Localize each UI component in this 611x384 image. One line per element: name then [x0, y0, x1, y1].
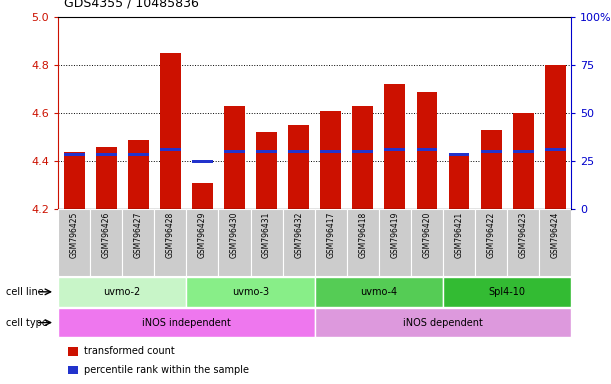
Bar — [320, 111, 341, 209]
Bar — [64, 153, 84, 156]
Text: GSM796426: GSM796426 — [101, 211, 111, 258]
Text: GSM796420: GSM796420 — [422, 211, 431, 258]
Bar — [128, 153, 148, 156]
Text: uvmo-4: uvmo-4 — [360, 287, 397, 297]
Bar — [128, 140, 148, 209]
Bar — [315, 209, 347, 276]
Bar — [58, 277, 186, 306]
Text: GSM796417: GSM796417 — [326, 211, 335, 258]
Bar — [353, 106, 373, 209]
Bar — [68, 347, 78, 356]
Bar — [443, 209, 475, 276]
Text: GSM796432: GSM796432 — [294, 211, 303, 258]
Text: iNOS dependent: iNOS dependent — [403, 318, 483, 328]
Bar — [58, 308, 315, 337]
Bar — [224, 150, 245, 153]
Bar — [58, 209, 90, 276]
Text: iNOS independent: iNOS independent — [142, 318, 231, 328]
Bar — [417, 92, 437, 209]
Bar — [379, 209, 411, 276]
Bar — [347, 209, 379, 276]
Bar — [283, 209, 315, 276]
Bar — [256, 150, 277, 153]
Bar — [192, 160, 213, 163]
Bar — [315, 308, 571, 337]
Text: percentile rank within the sample: percentile rank within the sample — [84, 365, 249, 375]
Text: GSM796425: GSM796425 — [70, 211, 79, 258]
Text: GSM796419: GSM796419 — [390, 211, 400, 258]
Text: GSM796429: GSM796429 — [198, 211, 207, 258]
Text: GSM796421: GSM796421 — [455, 211, 464, 258]
Bar — [288, 125, 309, 209]
Text: uvmo-3: uvmo-3 — [232, 287, 269, 297]
Bar — [448, 153, 469, 156]
Bar — [545, 148, 566, 151]
Text: GSM796431: GSM796431 — [262, 211, 271, 258]
Bar — [481, 150, 502, 153]
Bar — [186, 209, 219, 276]
Bar — [443, 277, 571, 306]
Text: cell type: cell type — [6, 318, 48, 328]
Text: GSM796428: GSM796428 — [166, 211, 175, 258]
Text: transformed count: transformed count — [84, 346, 175, 356]
Bar — [513, 150, 533, 153]
Text: GSM796418: GSM796418 — [358, 211, 367, 258]
Bar — [411, 209, 443, 276]
Bar — [481, 130, 502, 209]
Bar — [417, 148, 437, 151]
Bar — [122, 209, 155, 276]
Bar — [320, 150, 341, 153]
Bar — [186, 277, 315, 306]
Bar — [256, 132, 277, 209]
Bar — [513, 113, 533, 209]
Bar — [68, 366, 78, 374]
Text: GSM796430: GSM796430 — [230, 211, 239, 258]
Text: GDS4355 / 10485836: GDS4355 / 10485836 — [64, 0, 199, 10]
Bar — [90, 209, 122, 276]
Bar — [545, 65, 566, 209]
Text: GSM796423: GSM796423 — [519, 211, 528, 258]
Bar — [448, 154, 469, 209]
Text: cell line: cell line — [6, 287, 44, 297]
Text: uvmo-2: uvmo-2 — [104, 287, 141, 297]
Bar — [507, 209, 540, 276]
Bar — [192, 183, 213, 209]
Bar — [288, 150, 309, 153]
Text: GSM796424: GSM796424 — [551, 211, 560, 258]
Bar — [155, 209, 186, 276]
Bar — [475, 209, 507, 276]
Bar — [224, 106, 245, 209]
Text: GSM796427: GSM796427 — [134, 211, 143, 258]
Bar — [160, 53, 181, 209]
Text: GSM796422: GSM796422 — [486, 211, 496, 258]
Bar — [384, 148, 405, 151]
Bar — [219, 209, 251, 276]
Bar — [160, 148, 181, 151]
Bar — [315, 277, 443, 306]
Bar — [251, 209, 283, 276]
Bar — [540, 209, 571, 276]
Bar — [96, 147, 117, 209]
Bar — [353, 150, 373, 153]
Bar — [96, 153, 117, 156]
Bar — [384, 84, 405, 209]
Text: Spl4-10: Spl4-10 — [489, 287, 525, 297]
Bar — [64, 152, 84, 209]
